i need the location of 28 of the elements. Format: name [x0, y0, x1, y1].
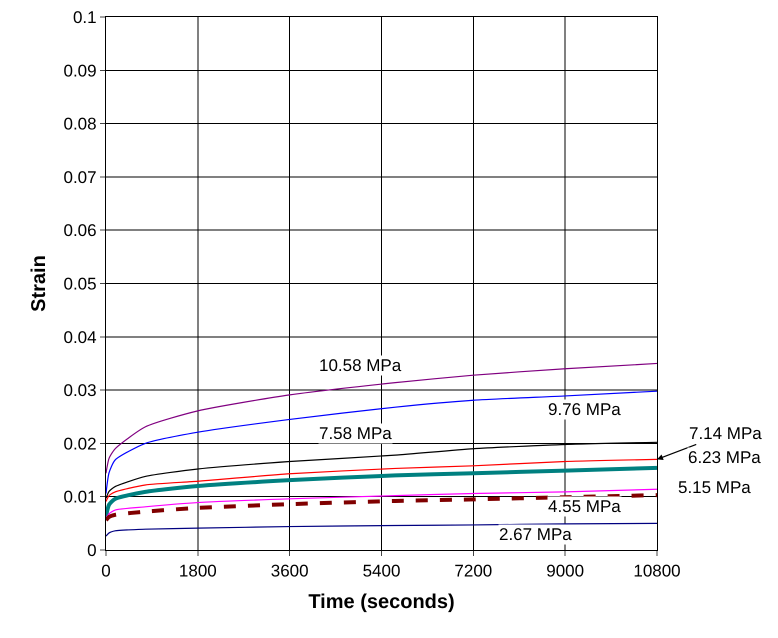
x-tick-label: 9000: [546, 561, 584, 580]
series-label: 5.15 MPa: [678, 478, 752, 497]
y-tick-label: 0.08: [64, 114, 97, 134]
x-axis-title: Time (seconds): [308, 590, 455, 613]
series-label: 6.23 MPa: [688, 448, 762, 467]
y-tick-label: 0.09: [64, 61, 97, 80]
y-tick-label: 0.07: [64, 168, 97, 187]
series-label: 7.58 MPa: [319, 424, 392, 443]
x-tick-label: 5400: [362, 561, 400, 580]
x-tick-label: 1800: [178, 561, 217, 580]
x-tick-label: 0: [101, 561, 111, 580]
y-tick-label: 0.06: [64, 221, 97, 240]
x-tick-label: 10800: [633, 561, 681, 580]
series-label: 2.67 MPa: [499, 525, 572, 544]
y-tick-label: 0.05: [64, 274, 97, 294]
text: 7.14 MPa: [689, 424, 762, 443]
x-tick-label: 7200: [454, 561, 492, 580]
y-tick-label: 0.01: [64, 488, 97, 507]
series-label: 9.76 MPa: [548, 400, 622, 419]
series-label: 10.58 MPa: [319, 356, 402, 375]
y-tick-label: 0.02: [64, 434, 97, 454]
x-tick-label: 3600: [270, 561, 309, 580]
y-tick-label: 0.03: [64, 381, 97, 400]
y-axis-title: Strain: [28, 255, 50, 312]
y-tick-label: 0: [87, 540, 97, 560]
y-tick-label: 0.04: [64, 328, 97, 347]
y-tick-label: 0.1: [72, 8, 97, 27]
series-label: 4.55 MPa: [548, 497, 622, 516]
